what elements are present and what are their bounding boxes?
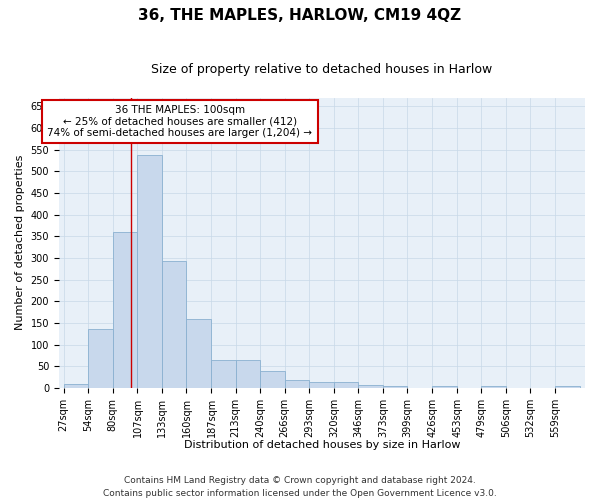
X-axis label: Distribution of detached houses by size in Harlow: Distribution of detached houses by size … xyxy=(184,440,460,450)
Bar xyxy=(433,386,457,388)
Bar xyxy=(260,371,284,388)
Text: 36 THE MAPLES: 100sqm
← 25% of detached houses are smaller (412)
74% of semi-det: 36 THE MAPLES: 100sqm ← 25% of detached … xyxy=(47,105,313,138)
Bar xyxy=(161,261,187,388)
Bar xyxy=(284,380,310,388)
Text: Contains HM Land Registry data © Crown copyright and database right 2024.
Contai: Contains HM Land Registry data © Crown c… xyxy=(103,476,497,498)
Bar xyxy=(137,155,161,388)
Text: 36, THE MAPLES, HARLOW, CM19 4QZ: 36, THE MAPLES, HARLOW, CM19 4QZ xyxy=(139,8,461,22)
Bar xyxy=(556,386,580,388)
Bar xyxy=(64,384,88,388)
Bar xyxy=(310,382,334,388)
Bar xyxy=(481,386,506,388)
Bar xyxy=(211,360,236,388)
Bar xyxy=(383,386,407,388)
Bar xyxy=(334,382,358,388)
Bar xyxy=(236,360,260,388)
Bar xyxy=(187,318,211,388)
Y-axis label: Number of detached properties: Number of detached properties xyxy=(15,155,25,330)
Bar xyxy=(358,384,383,388)
Bar xyxy=(113,232,137,388)
Title: Size of property relative to detached houses in Harlow: Size of property relative to detached ho… xyxy=(151,62,493,76)
Bar xyxy=(88,328,113,388)
